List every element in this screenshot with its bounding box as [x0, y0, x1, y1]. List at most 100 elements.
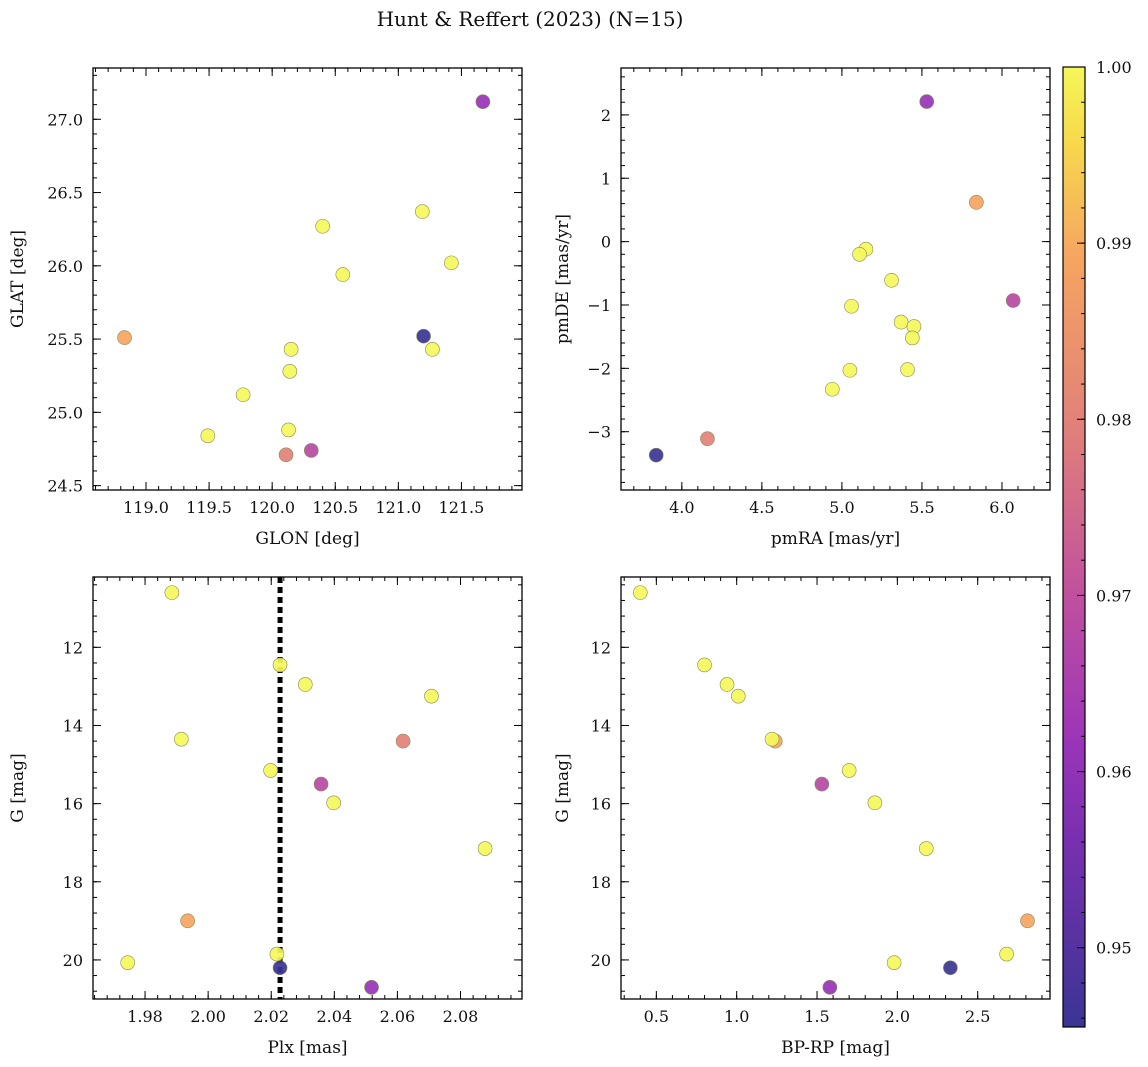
scatter-point: [272, 960, 288, 976]
scatter-point: [844, 298, 859, 314]
y-tick-label: 16: [63, 795, 83, 814]
scatter-point: [278, 447, 294, 463]
scatter-point: [900, 362, 915, 377]
x-tick-label: 2.02: [253, 1007, 289, 1026]
scatter-point: [632, 585, 648, 600]
scatter-point: [313, 776, 329, 792]
x-tick-label: 4.0: [669, 498, 694, 517]
scatter-point: [764, 731, 780, 747]
minor-ticks: [621, 68, 1050, 490]
scatter-point: [269, 946, 285, 962]
minor-ticks: [93, 577, 522, 999]
scatter-point: [884, 272, 899, 288]
scatter-point: [719, 677, 735, 692]
x-tick-label: 120.5: [312, 498, 358, 517]
scatter-point: [1005, 293, 1021, 308]
scatter-point: [416, 328, 431, 344]
panel-parallax-mag: 1.98 2.00 2.02 2.04 2.06 2.08 12 14 16 18 20 Plx [m…: [8, 576, 523, 1058]
scatter-point: [700, 431, 715, 446]
y-tick-label: 14: [63, 716, 83, 735]
y-tick-label: 18: [63, 873, 83, 892]
x-axis-label: pmRA [mas/yr]: [771, 529, 900, 549]
x-tick-label: 2.00: [190, 1007, 226, 1026]
scatter-point: [424, 688, 439, 704]
colorbar-tick-label: 0.99: [1096, 234, 1132, 253]
scatter-point: [730, 688, 746, 704]
scatter-point: [281, 422, 296, 438]
x-tick-label: 121.5: [439, 498, 485, 517]
x-tick-label: 0.5: [644, 1007, 669, 1026]
scatter-point: [842, 362, 858, 378]
scatter-point: [918, 841, 934, 856]
y-tick-label: −3: [587, 423, 611, 442]
colorbar-tick-label: 0.98: [1096, 410, 1132, 429]
y-tick-label: 24.5: [47, 477, 83, 496]
scatter-point: [326, 795, 341, 811]
colorbar-tick-label: 1.00: [1096, 58, 1132, 77]
x-tick-label: 121.0: [375, 498, 421, 517]
x-tick-label: 2.0: [885, 1007, 910, 1026]
x-tick-label: 120.0: [249, 498, 295, 517]
axes-frame: [92, 67, 523, 491]
scatter-point: [943, 960, 958, 976]
y-axis-label: G [mag]: [553, 753, 573, 822]
scatter-point: [272, 657, 288, 673]
scatter-point: [697, 657, 712, 673]
scatter-point: [822, 979, 838, 995]
x-tick-label: 119.5: [186, 498, 232, 517]
scatter-point: [415, 204, 430, 219]
y-tick-label: 12: [63, 638, 83, 657]
minor-ticks: [621, 577, 1050, 999]
y-tick-label: 18: [591, 873, 611, 892]
y-tick-label: 26.0: [47, 257, 83, 276]
y-tick-label: 20: [63, 951, 83, 970]
x-tick-label: 2.04: [317, 1007, 353, 1026]
axes-frame: [620, 576, 1051, 1000]
y-axis-label: G [mag]: [8, 753, 28, 822]
colorbar-tick-label: 0.96: [1096, 763, 1132, 782]
scatter-point: [200, 428, 216, 444]
y-tick-label: 14: [591, 716, 611, 735]
scatter-point: [283, 342, 299, 357]
panel-proper-motion: 4.0 4.5 5.0 5.5 6.0 −3 −2 −1 0 1 2 pmRA [mas/yr] pmD…: [553, 67, 1051, 549]
scatter-point: [841, 763, 857, 778]
x-tick-label: 2.08: [443, 1007, 479, 1026]
scatter-point: [235, 387, 251, 403]
y-tick-label: 27.0: [47, 110, 83, 129]
scatter-point: [335, 267, 351, 282]
y-tick-label: −2: [587, 359, 611, 378]
scatter-point: [999, 946, 1014, 962]
scatter-point: [1020, 913, 1035, 929]
x-tick-label: 119.0: [123, 498, 169, 517]
scatter-point: [893, 314, 909, 330]
x-tick-label: 1.5: [804, 1007, 829, 1026]
x-axis-label: Plx [mas]: [267, 1038, 347, 1058]
scatter-point: [648, 447, 664, 463]
scatter-point: [164, 585, 180, 600]
y-tick-label: 16: [591, 795, 611, 814]
axes-frame: [92, 576, 523, 1000]
colorbar: 0.95 0.96 0.97 0.98 0.99 1.00: [1062, 58, 1132, 1028]
x-tick-label: 4.5: [749, 498, 774, 517]
scatter-point: [395, 733, 411, 749]
x-axis-label: GLON [deg]: [255, 529, 359, 549]
y-tick-label: 25.0: [47, 403, 83, 422]
figure-title: Hunt & Reffert (2023) (N=15): [377, 7, 684, 31]
scatter-point: [174, 731, 189, 747]
x-tick-label: 1.98: [127, 1007, 163, 1026]
panel-color-mag: 0.5 1.0 1.5 2.0 2.5 12 14 16 18 20 BP-RP [mag] G [m…: [553, 576, 1051, 1058]
scatter-point: [905, 330, 920, 346]
scatter-point: [477, 841, 493, 856]
scatter-point: [282, 364, 298, 379]
scatter-point: [315, 218, 330, 234]
scatter-point: [117, 330, 132, 345]
scatter-point: [120, 955, 135, 970]
colorbar-gradient: [1062, 66, 1086, 1028]
colorbar-tick-label: 0.97: [1096, 586, 1132, 605]
scatter-point: [919, 94, 935, 109]
y-tick-label: 0: [601, 233, 611, 252]
y-tick-label: 25.5: [47, 330, 83, 349]
scatter-point: [263, 763, 278, 778]
colorbar-tick-label: 0.95: [1096, 939, 1132, 958]
